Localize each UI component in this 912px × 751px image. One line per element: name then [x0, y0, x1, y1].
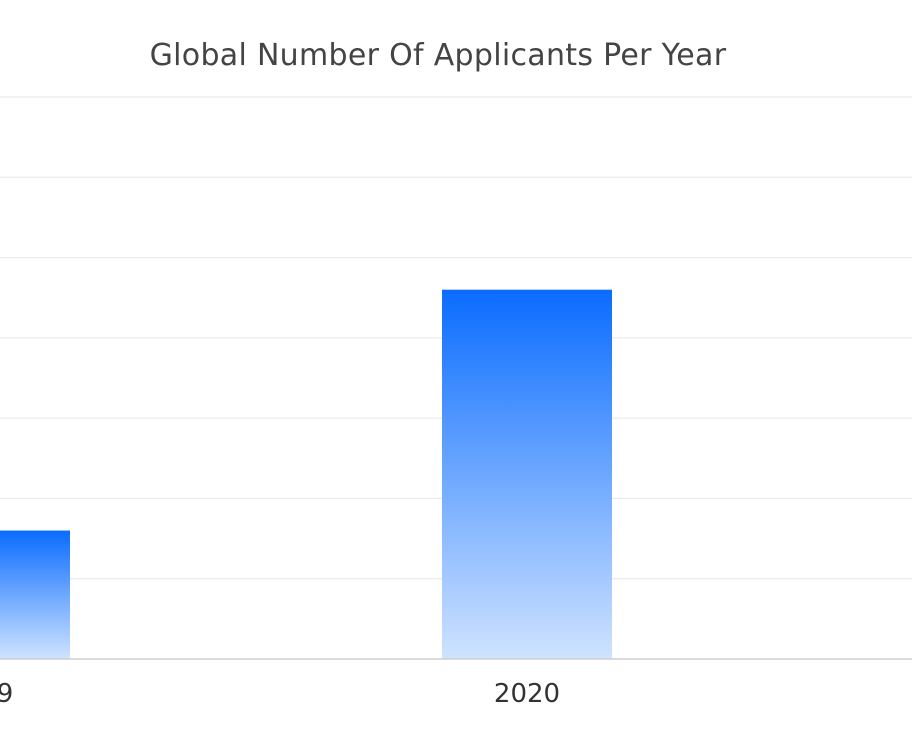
bar-2019	[0, 530, 70, 659]
x-tick-labels: 9 2020	[0, 679, 560, 709]
bar-2020	[442, 289, 612, 659]
x-tick-label-2019: 9	[0, 679, 13, 709]
bars	[0, 289, 612, 659]
chart-title: Global Number Of Applicants Per Year	[149, 38, 727, 73]
x-tick-label-2020: 2020	[494, 679, 560, 709]
